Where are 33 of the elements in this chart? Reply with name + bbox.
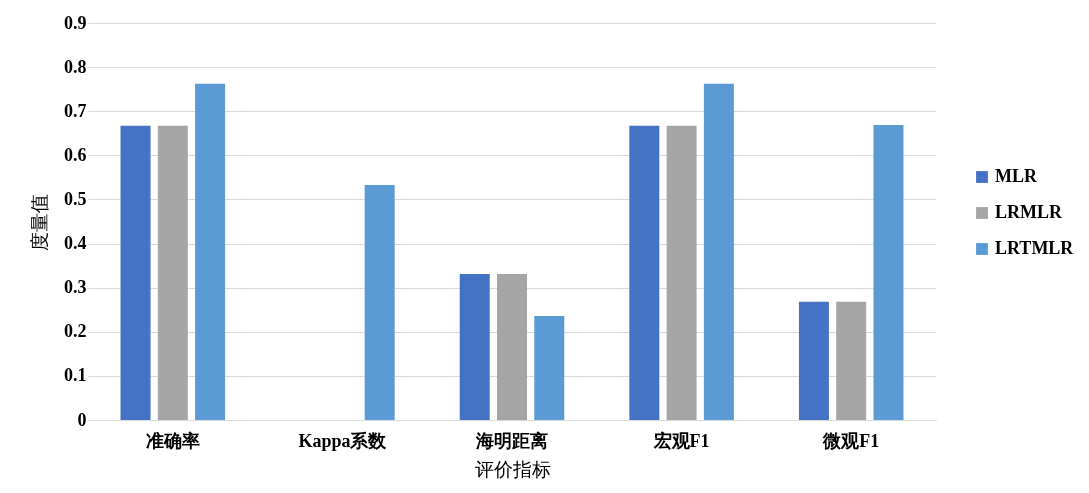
y-tick-label: 0.6 <box>64 144 87 165</box>
bar <box>497 273 527 420</box>
bar <box>629 125 660 420</box>
x-tick-label: 微观F1 <box>822 430 880 451</box>
y-tick-label: 0.8 <box>64 56 87 77</box>
legend-label: LRTMLR <box>995 238 1075 258</box>
y-tick-label: 0.7 <box>64 100 87 121</box>
bar <box>703 83 734 420</box>
bar <box>157 125 188 420</box>
x-tick-label: 宏观F1 <box>652 430 710 451</box>
bar <box>459 273 490 420</box>
legend-label: MLR <box>995 166 1038 186</box>
y-tick-label: 0.1 <box>64 365 87 386</box>
y-tick-label: 0 <box>77 409 87 430</box>
legend-label: LRMLR <box>995 202 1063 222</box>
y-tick-label: 0.9 <box>64 12 87 33</box>
bar <box>364 184 395 420</box>
bar <box>836 301 867 420</box>
bar <box>195 83 226 420</box>
x-tick-label: 海明距离 <box>475 430 548 451</box>
x-tick-label: Kappa系数 <box>298 430 388 451</box>
y-tick-label: 0.5 <box>64 188 87 209</box>
x-axis-title: 评价指标 <box>474 458 551 480</box>
y-axis-title: 度量值 <box>29 193 50 251</box>
x-tick-label: 准确率 <box>145 430 200 451</box>
bar <box>798 301 829 420</box>
bar <box>873 124 904 420</box>
y-tick-label: 0.3 <box>64 277 87 298</box>
y-tick-label: 0.2 <box>64 321 87 342</box>
y-tick-label: 0.4 <box>64 233 87 254</box>
bar <box>666 125 697 420</box>
bar <box>120 125 151 420</box>
bar <box>534 315 565 420</box>
